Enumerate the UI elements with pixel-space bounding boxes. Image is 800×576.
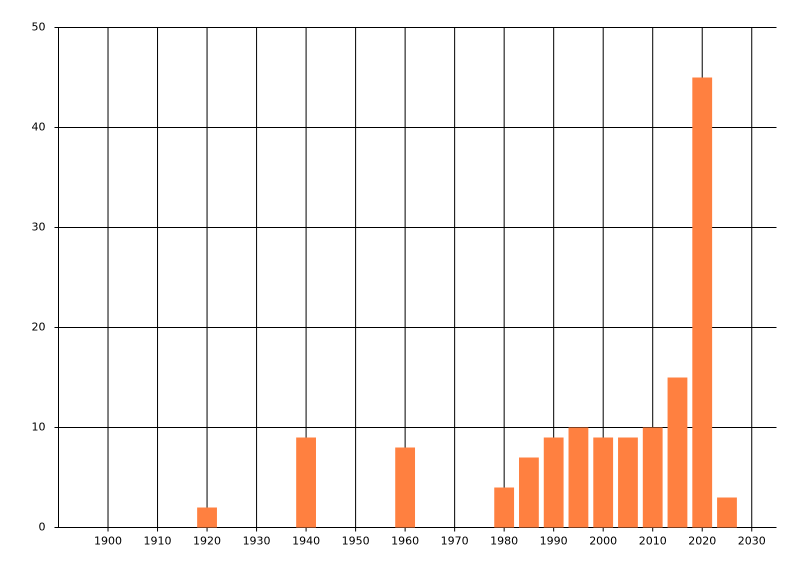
- x-tick-label: 1900: [94, 535, 122, 548]
- x-tick-label: 1970: [441, 535, 469, 548]
- bar: [717, 497, 737, 528]
- x-tick-label: 2030: [738, 535, 766, 548]
- x-tick-label: 2020: [688, 535, 716, 548]
- x-tick-label: 1950: [342, 535, 370, 548]
- x-tick-label: 1980: [490, 535, 518, 548]
- x-tick-label: 2010: [639, 535, 667, 548]
- x-tick-label: 1930: [243, 535, 271, 548]
- x-tick-label: 1960: [391, 535, 419, 548]
- bar: [296, 437, 316, 528]
- bar: [568, 427, 589, 528]
- bar: [642, 427, 663, 528]
- x-tick-label: 1940: [292, 535, 320, 548]
- bar: [494, 487, 515, 528]
- bar: [543, 437, 564, 528]
- bar: [593, 437, 614, 528]
- y-tick-label: 30: [32, 221, 46, 234]
- bar: [667, 377, 688, 528]
- bar: [197, 507, 217, 528]
- y-tick-label: 10: [32, 421, 46, 434]
- x-tick-label: 1920: [193, 535, 221, 548]
- bar: [618, 437, 638, 528]
- x-tick-label: 2000: [589, 535, 617, 548]
- y-tick-label: 20: [32, 321, 46, 334]
- x-tick-label: 1910: [144, 535, 172, 548]
- y-tick-label: 0: [39, 521, 46, 534]
- y-tick-label: 40: [32, 121, 46, 134]
- bar: [395, 447, 416, 528]
- bar: [692, 77, 713, 528]
- y-tick-label: 50: [32, 21, 46, 34]
- bar: [519, 457, 539, 528]
- x-tick-label: 1990: [540, 535, 568, 548]
